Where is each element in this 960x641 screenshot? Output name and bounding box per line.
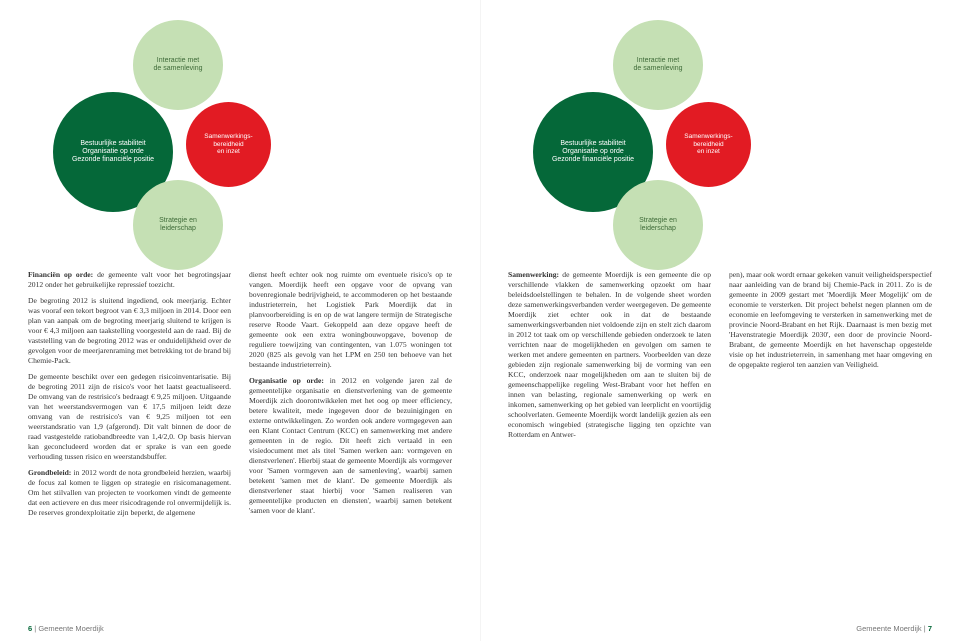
diagram-node-bot-label: Strategie enleiderschap xyxy=(159,217,197,233)
diagram-node-mid-right-label: Samenwerkings-bereidheiden inzet xyxy=(204,133,252,155)
para: pen), maar ook wordt ernaar gekeken vanu… xyxy=(729,270,932,370)
left-page: Interactie metde samenleving Bestuurlijk… xyxy=(0,0,480,641)
left-body: Financiën op orde: de gemeente valt voor… xyxy=(28,270,452,611)
page-number: 7 xyxy=(928,624,932,633)
lead: Organisatie op orde: xyxy=(249,376,324,385)
diagram-node-mid-left-label: Bestuurlijke stabiliteitOrganisatie op o… xyxy=(72,140,154,164)
text: pen), maar ook wordt ernaar gekeken vanu… xyxy=(729,270,932,369)
text: dienst heeft echter ook nog ruimte om ev… xyxy=(249,270,452,369)
diagram-right: Interactie metde samenleving Bestuurlijk… xyxy=(508,20,932,225)
text: de gemeente Moerdijk is een gemeente die… xyxy=(508,270,711,439)
para: dienst heeft echter ook nog ruimte om ev… xyxy=(249,270,452,370)
diagram-node-mid-right: Samenwerkings-bereidheiden inzet xyxy=(186,102,271,187)
lead: Grondbeleid: xyxy=(28,468,71,477)
para: De gemeente beschikt over een gedegen ri… xyxy=(28,372,231,462)
footer-org: Gemeente Moerdijk xyxy=(856,624,921,633)
diagram-node-bot: Strategie enleiderschap xyxy=(133,180,223,270)
diagram-node-bot-label: Strategie enleiderschap xyxy=(639,217,677,233)
diagram-node-mid-left-label: Bestuurlijke stabiliteitOrganisatie op o… xyxy=(552,140,634,164)
diagram-node-top-label: Interactie metde samenleving xyxy=(633,57,682,73)
diagram-node-mid-right: Samenwerkings-bereidheiden inzet xyxy=(666,102,751,187)
text: De gemeente beschikt over een gedegen ri… xyxy=(28,372,231,461)
para: De begroting 2012 is sluitend ingediend,… xyxy=(28,296,231,366)
diagram-node-top: Interactie metde samenleving xyxy=(613,20,703,110)
right-body: Samenwerking: de gemeente Moerdijk is ee… xyxy=(508,270,932,611)
diagram-node-bot: Strategie enleiderschap xyxy=(613,180,703,270)
text: in 2012 en volgende jaren zal de gemeent… xyxy=(249,376,452,515)
right-page: Interactie metde samenleving Bestuurlijk… xyxy=(480,0,960,641)
left-columns: Financiën op orde: de gemeente valt voor… xyxy=(28,270,452,523)
lead: Financiën op orde: xyxy=(28,270,93,279)
diagram-left: Interactie metde samenleving Bestuurlijk… xyxy=(28,20,452,225)
lead: Samenwerking: xyxy=(508,270,559,279)
para: Organisatie op orde: in 2012 en volgende… xyxy=(249,376,452,516)
footer-right: Gemeente Moerdijk | 7 xyxy=(856,624,932,633)
text: De begroting 2012 is sluitend ingediend,… xyxy=(28,296,231,365)
footer-left: 6 | Gemeente Moerdijk xyxy=(28,624,104,633)
page-spread: Interactie metde samenleving Bestuurlijk… xyxy=(0,0,960,641)
footer-org: Gemeente Moerdijk xyxy=(38,624,103,633)
diagram-node-mid-right-label: Samenwerkings-bereidheiden inzet xyxy=(684,133,732,155)
para: Grondbeleid: in 2012 wordt de nota grond… xyxy=(28,468,231,518)
diagram-node-top: Interactie metde samenleving xyxy=(133,20,223,110)
diagram-node-top-label: Interactie metde samenleving xyxy=(153,57,202,73)
para: Financiën op orde: de gemeente valt voor… xyxy=(28,270,231,290)
page-number: 6 xyxy=(28,624,32,633)
para: Samenwerking: de gemeente Moerdijk is ee… xyxy=(508,270,711,440)
right-columns: Samenwerking: de gemeente Moerdijk is ee… xyxy=(508,270,932,440)
